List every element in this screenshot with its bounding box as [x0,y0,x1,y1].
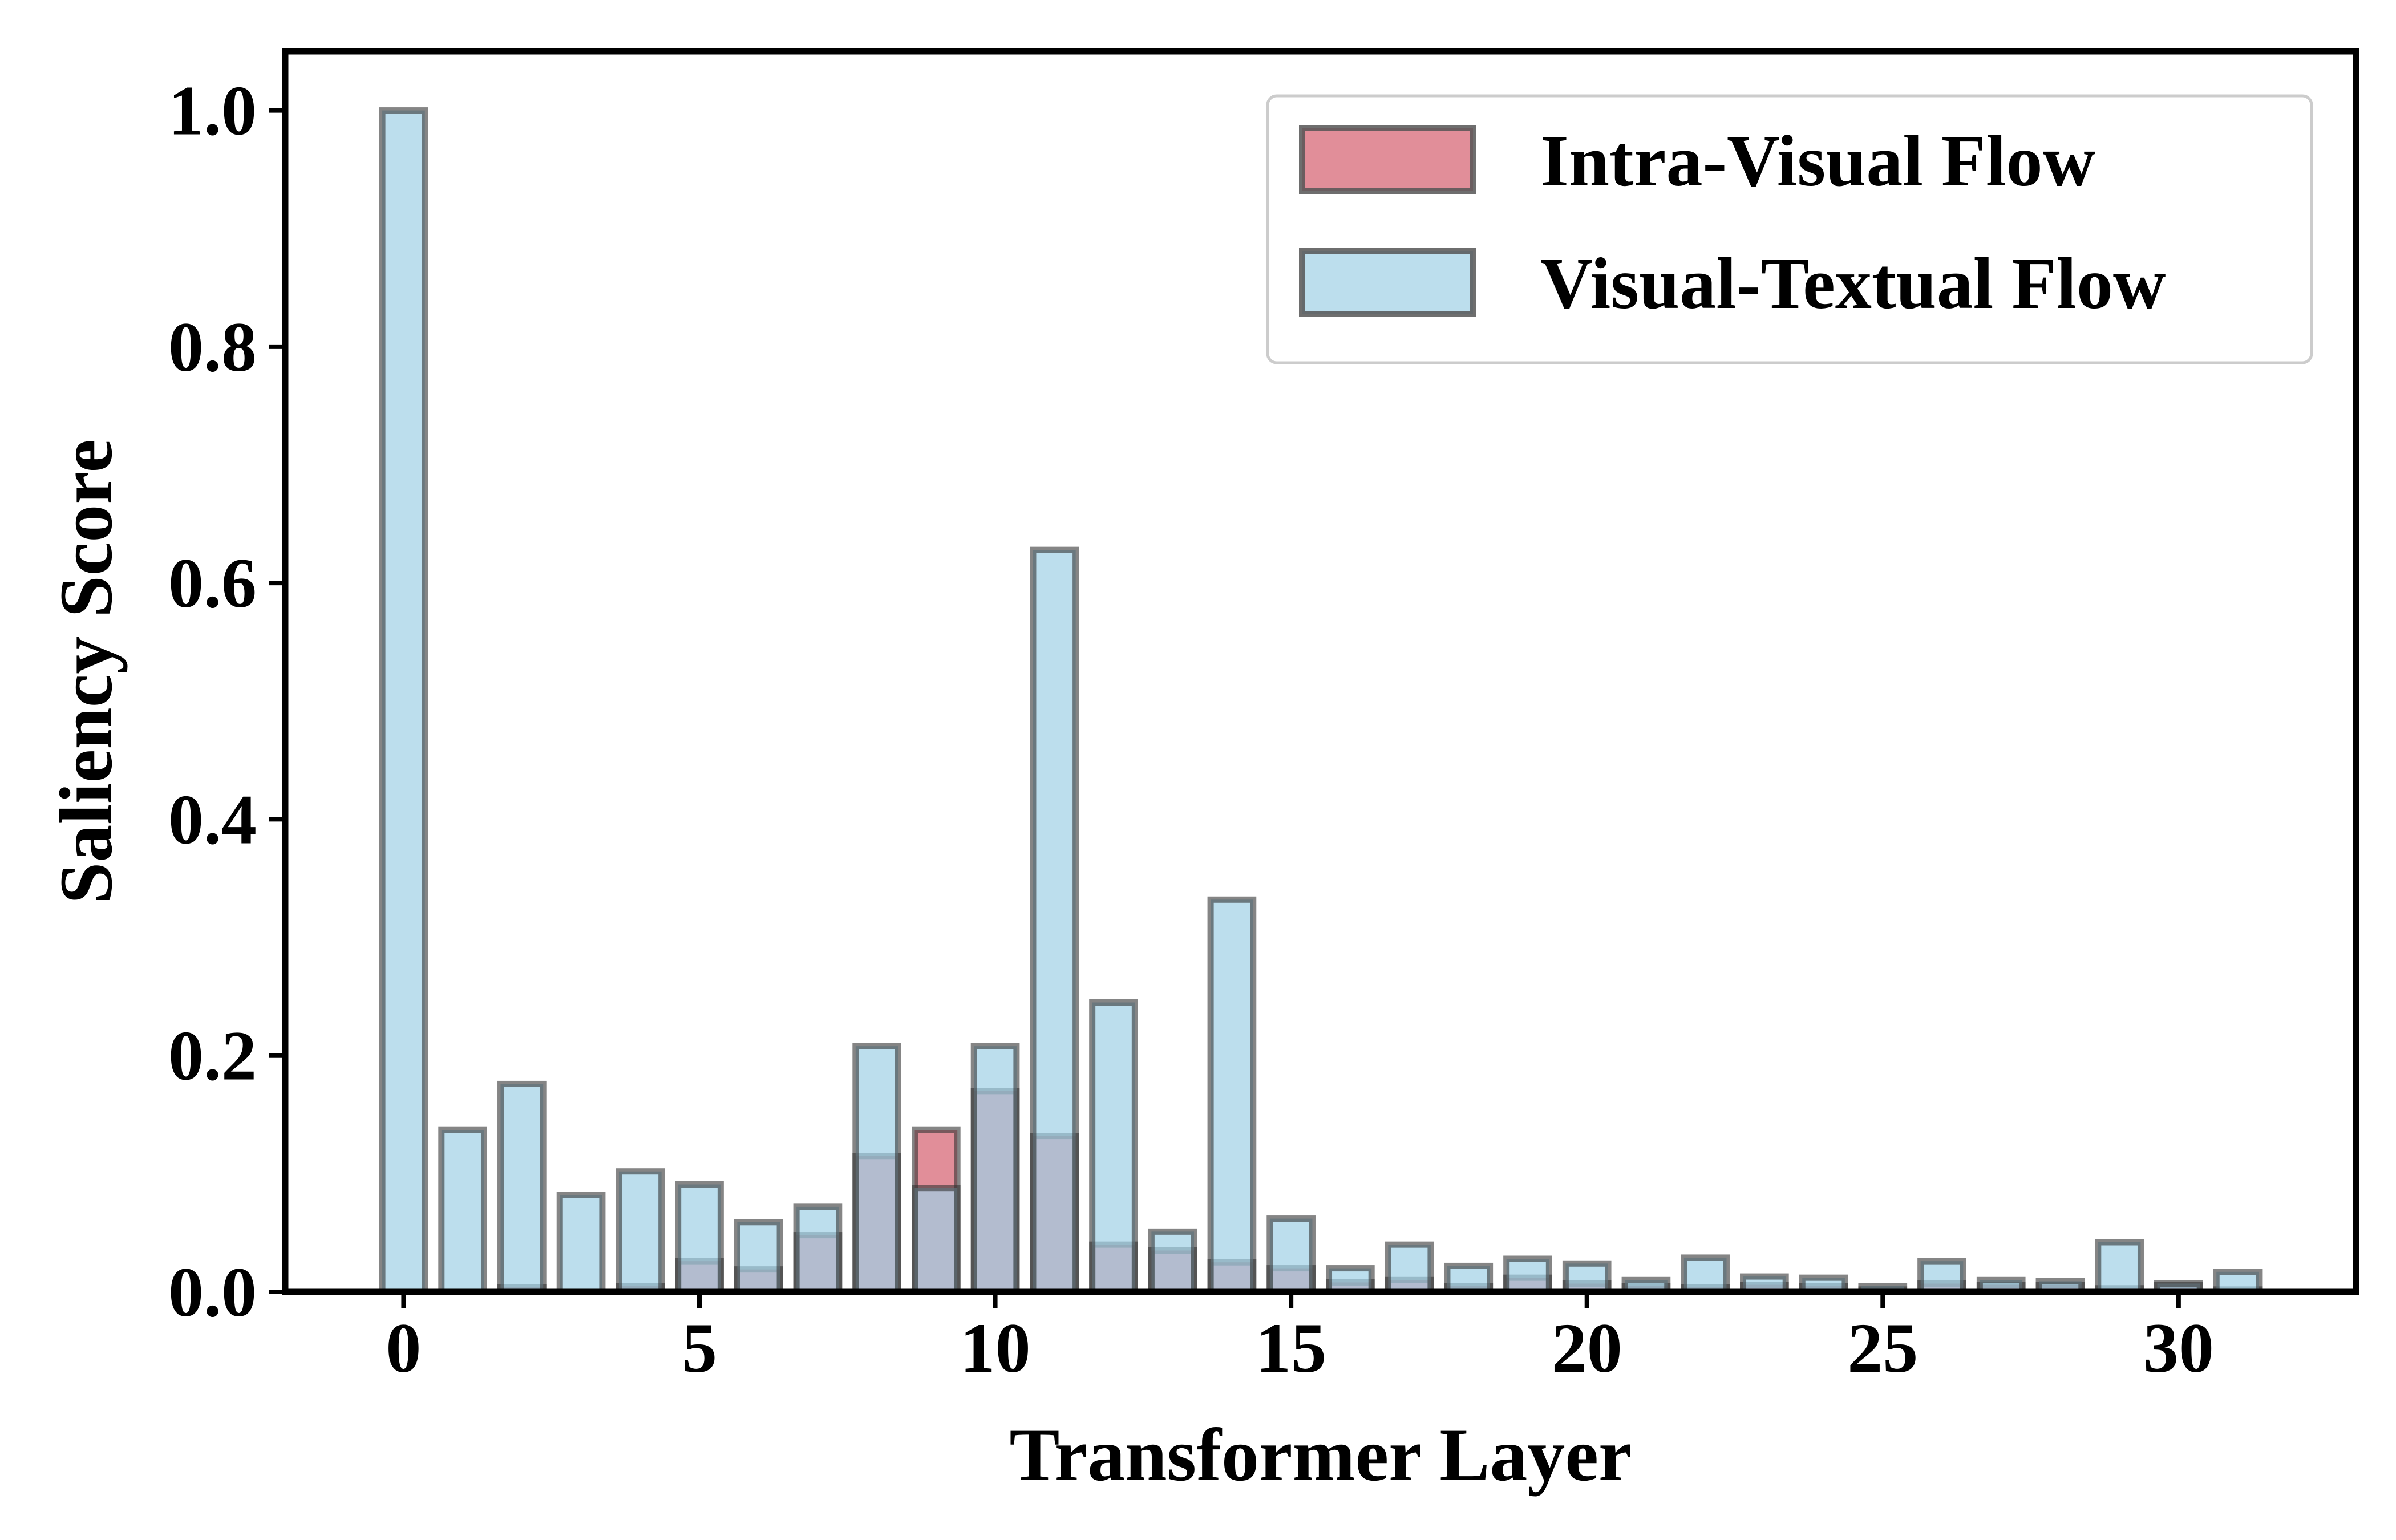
bar-visual-textual-layer-22 [1681,1254,1730,1295]
ticks-layer: 0 5 10 15 20 25 30 0.0 0.2 0.4 0.6 0.8 1.0 [168,72,2214,1387]
bar-visual-textual-layer-5 [675,1181,724,1295]
x-tick-label: 30 [2143,1309,2214,1387]
bar-visual-textual-layer-14 [1207,896,1257,1295]
y-tick-label: 1.0 [168,72,257,150]
x-axis-title: Transformer Layer [1009,1413,1632,1497]
bar-visual-textual-layer-17 [1385,1241,1434,1295]
legend-box [1266,94,2313,364]
plot-frame [282,48,2359,1295]
bar-visual-textual-layer-4 [616,1168,665,1295]
legend-swatch-intra-visual [1299,125,1476,194]
bars-layer [379,107,2263,1295]
legend-label-visual-textual: Visual-Textual Flow [1540,243,2166,324]
x-tick-label: 25 [1847,1309,1918,1387]
x-tick-label: 5 [682,1309,717,1387]
bar-visual-textual-layer-10 [970,1043,1020,1295]
legend-label-intra-visual: Intra-Visual Flow [1540,120,2095,201]
bar-visual-textual-layer-29 [2095,1239,2144,1295]
bar-visual-textual-layer-2 [497,1080,547,1295]
bar-visual-textual-layer-12 [1089,999,1138,1295]
bar-visual-textual-layer-20 [1562,1260,1612,1295]
bar-visual-textual-layer-8 [852,1043,901,1295]
x-tick-label: 15 [1256,1309,1326,1387]
bar-visual-textual-layer-16 [1326,1265,1375,1295]
bar-visual-textual-layer-7 [793,1203,843,1295]
legend-swatch-visual-textual [1299,248,1476,317]
bar-visual-textual-layer-9 [912,1185,961,1295]
legend: Intra-Visual Flow Visual-Textual Flow [1266,94,2313,364]
y-tick-label: 0.4 [168,780,257,858]
bar-visual-textual-layer-26 [1917,1258,1966,1295]
y-tick-label: 0.6 [168,544,257,622]
bar-visual-textual-layer-15 [1266,1215,1316,1295]
bar-visual-textual-layer-13 [1148,1228,1197,1295]
x-tick-label: 10 [960,1309,1031,1387]
bar-visual-textual-layer-3 [556,1192,606,1295]
bar-visual-textual-layer-11 [1030,546,1079,1295]
bar-visual-textual-layer-0 [379,107,428,1295]
bar-visual-textual-layer-1 [438,1126,487,1295]
bar-visual-textual-layer-18 [1444,1262,1494,1295]
bar-visual-textual-layer-19 [1503,1255,1552,1295]
y-tick-label: 0.2 [168,1017,257,1095]
x-tick-label: 0 [386,1309,421,1387]
bar-visual-textual-layer-6 [734,1219,783,1295]
x-tick-label: 20 [1552,1309,1622,1387]
y-axis-title: Saliency Score [44,439,128,904]
y-tick-label: 0.8 [168,308,257,386]
y-tick-label: 0.0 [168,1253,257,1331]
